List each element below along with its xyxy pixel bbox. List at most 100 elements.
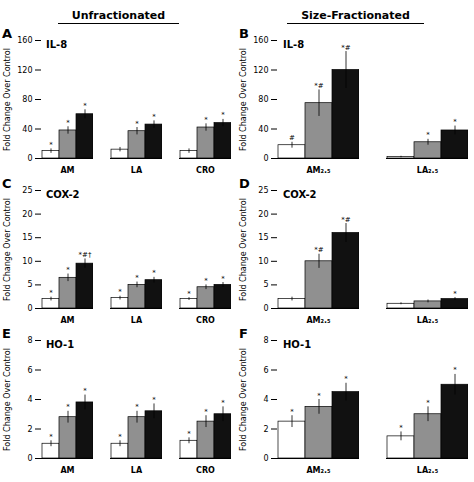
svg-text:80: 80: [258, 95, 268, 104]
svg-text:0: 0: [27, 154, 32, 163]
svg-text:#: #: [289, 134, 295, 142]
svg-text:LA: LA: [131, 466, 143, 475]
svg-text:AM₂.₅: AM₂.₅: [306, 466, 331, 475]
svg-text:Fold Change Over Control: Fold Change Over Control: [239, 348, 248, 451]
html-text:Unfractionated: Unfractionated: [71, 9, 166, 22]
svg-text:0: 0: [27, 454, 32, 463]
svg-text:AM: AM: [60, 466, 74, 475]
html-text:A: A: [2, 26, 13, 41]
svg-text:*: *: [399, 424, 403, 432]
svg-text:*: *: [49, 433, 53, 441]
svg-text:*: *: [317, 392, 321, 400]
svg-text:*: *: [66, 403, 70, 411]
svg-text:Fold Change Over Control: Fold Change Over Control: [3, 198, 12, 301]
svg-text:Fold Change Over Control: Fold Change Over Control: [239, 198, 248, 301]
svg-text:*: *: [66, 119, 70, 127]
svg-text:*#: *#: [341, 216, 351, 224]
svg-text:*: *: [221, 111, 225, 119]
svg-text:*: *: [426, 399, 430, 407]
svg-text:*: *: [204, 408, 208, 416]
svg-text:*: *: [135, 403, 139, 411]
svg-text:10: 10: [22, 257, 32, 266]
svg-text:CRO: CRO: [196, 466, 215, 475]
svg-text:*: *: [66, 266, 70, 274]
svg-text:*: *: [453, 118, 457, 126]
svg-text:CRO: CRO: [196, 166, 215, 175]
svg-text:*: *: [187, 430, 191, 438]
svg-text:*: *: [135, 120, 139, 128]
svg-text:Fold Change Over Control: Fold Change Over Control: [3, 348, 12, 451]
svg-text:6: 6: [263, 366, 268, 375]
svg-text:0: 0: [263, 154, 268, 163]
svg-text:*#: *#: [314, 246, 324, 254]
svg-text:160: 160: [17, 36, 32, 45]
svg-text:*: *: [118, 288, 122, 296]
svg-text:LA: LA: [131, 316, 143, 325]
svg-text:2: 2: [27, 425, 32, 434]
svg-text:*: *: [118, 433, 122, 441]
html-text:IL-8: IL-8: [46, 39, 68, 50]
svg-text:4: 4: [263, 395, 268, 404]
svg-text:120: 120: [253, 66, 268, 75]
svg-text:*: *: [135, 274, 139, 282]
svg-text:*: *: [290, 408, 294, 416]
svg-text:Fold Change Over Control: Fold Change Over Control: [3, 48, 12, 151]
html-text:IL-8: IL-8: [283, 39, 305, 50]
svg-text:CRO: CRO: [196, 316, 215, 325]
svg-text:8: 8: [263, 336, 268, 345]
svg-text:160: 160: [253, 36, 268, 45]
svg-text:20: 20: [258, 210, 268, 219]
html-text:D: D: [239, 176, 250, 191]
svg-text:4: 4: [27, 395, 32, 404]
svg-text:AM₂.₅: AM₂.₅: [306, 316, 331, 325]
svg-text:0: 0: [263, 304, 268, 313]
svg-text:*: *: [152, 396, 156, 404]
svg-text:*: *: [221, 275, 225, 283]
svg-text:0: 0: [27, 304, 32, 313]
svg-text:*: *: [344, 375, 348, 383]
svg-text:*: *: [204, 277, 208, 285]
svg-text:*: *: [152, 269, 156, 277]
html-text:Size-Fractionated: Size-Fractionated: [301, 9, 410, 22]
svg-text:*: *: [204, 116, 208, 124]
svg-text:LA₂.₅: LA₂.₅: [417, 166, 439, 175]
svg-text:*#: *#: [314, 82, 324, 90]
svg-text:AM₂.₅: AM₂.₅: [306, 166, 331, 175]
svg-text:LA₂.₅: LA₂.₅: [417, 316, 439, 325]
svg-text:10: 10: [258, 257, 268, 266]
svg-text:0: 0: [263, 454, 268, 463]
svg-text:*: *: [453, 290, 457, 298]
svg-text:15: 15: [258, 233, 268, 242]
svg-text:*: *: [49, 141, 53, 149]
svg-text:80: 80: [22, 95, 32, 104]
svg-text:*: *: [453, 366, 457, 374]
svg-text:5: 5: [263, 280, 268, 289]
html-text:COX-2: COX-2: [283, 189, 317, 200]
html-text:COX-2: COX-2: [46, 189, 80, 200]
svg-text:*#: *#: [341, 44, 351, 52]
svg-text:40: 40: [22, 125, 32, 134]
svg-text:8: 8: [27, 336, 32, 345]
svg-text:LA: LA: [131, 166, 143, 175]
svg-text:*#†: *#†: [79, 251, 92, 259]
svg-text:Fold Change Over Control: Fold Change Over Control: [239, 48, 248, 151]
svg-text:*: *: [152, 113, 156, 121]
svg-text:*: *: [49, 289, 53, 297]
svg-text:AM: AM: [60, 316, 74, 325]
svg-text:*: *: [83, 102, 87, 110]
svg-text:25: 25: [258, 186, 268, 195]
svg-text:*: *: [187, 290, 191, 298]
svg-text:15: 15: [22, 233, 32, 242]
svg-text:20: 20: [22, 210, 32, 219]
svg-text:LA₂.₅: LA₂.₅: [417, 466, 439, 475]
svg-text:5: 5: [27, 280, 32, 289]
svg-text:25: 25: [22, 186, 32, 195]
svg-text:2: 2: [263, 425, 268, 434]
svg-text:*: *: [426, 131, 430, 139]
svg-text:AM: AM: [60, 166, 74, 175]
svg-text:120: 120: [17, 66, 32, 75]
svg-text:*: *: [83, 387, 87, 395]
svg-text:40: 40: [258, 125, 268, 134]
svg-text:*: *: [221, 399, 225, 407]
svg-text:6: 6: [27, 366, 32, 375]
